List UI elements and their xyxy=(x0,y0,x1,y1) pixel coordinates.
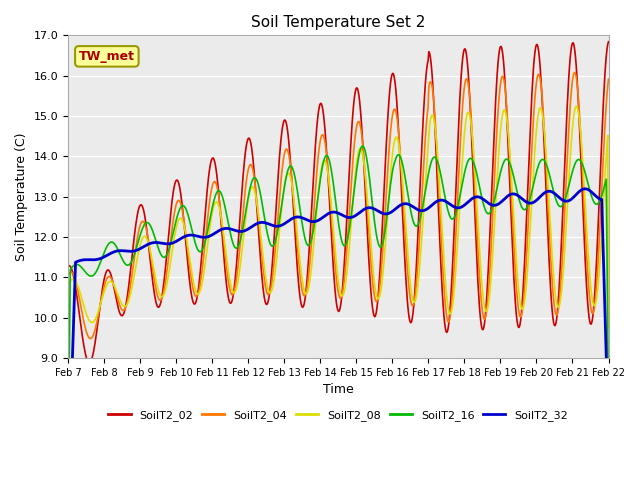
SoilT2_08 xyxy=(74,283,82,288)
SoilT2_16 xyxy=(74,262,82,267)
X-axis label: Time: Time xyxy=(323,383,354,396)
SoilT2_02 xyxy=(131,235,138,240)
SoilT2_04 xyxy=(87,336,95,341)
Line: SoilT2_32: SoilT2_32 xyxy=(68,189,609,480)
Y-axis label: Soil Temperature (C): Soil Temperature (C) xyxy=(15,132,28,261)
SoilT2_32 xyxy=(184,232,192,238)
SoilT2_04 xyxy=(214,187,221,192)
SoilT2_02 xyxy=(185,274,193,279)
SoilT2_04 xyxy=(404,280,412,286)
SoilT2_04 xyxy=(131,256,138,262)
SoilT2_04 xyxy=(74,288,82,293)
SoilT2_16 xyxy=(213,190,221,195)
SoilT2_32 xyxy=(605,432,612,437)
SoilT2_02 xyxy=(214,179,221,185)
SoilT2_04 xyxy=(605,76,612,82)
SoilT2_32 xyxy=(129,248,137,254)
SoilT2_32 xyxy=(581,186,589,192)
SoilT2_08 xyxy=(572,103,580,109)
SoilT2_08 xyxy=(129,277,137,283)
SoilT2_04 xyxy=(571,70,579,75)
SoilT2_02 xyxy=(85,360,93,366)
SoilT2_32 xyxy=(420,208,428,214)
SoilT2_02 xyxy=(64,264,72,269)
Title: Soil Temperature Set 2: Soil Temperature Set 2 xyxy=(251,15,426,30)
SoilT2_02 xyxy=(74,300,82,306)
SoilT2_32 xyxy=(213,229,221,235)
SoilT2_02 xyxy=(605,39,612,45)
SoilT2_16 xyxy=(420,194,428,200)
Legend: SoilT2_02, SoilT2_04, SoilT2_08, SoilT2_16, SoilT2_32: SoilT2_02, SoilT2_04, SoilT2_08, SoilT2_… xyxy=(104,406,573,425)
SoilT2_16 xyxy=(359,143,367,149)
SoilT2_16 xyxy=(129,254,137,260)
Line: SoilT2_04: SoilT2_04 xyxy=(68,72,609,338)
SoilT2_08 xyxy=(404,252,412,258)
Text: TW_met: TW_met xyxy=(79,50,135,63)
Line: SoilT2_16: SoilT2_16 xyxy=(68,146,609,464)
SoilT2_02 xyxy=(404,310,412,316)
SoilT2_08 xyxy=(213,199,221,205)
SoilT2_08 xyxy=(420,207,428,213)
SoilT2_04 xyxy=(64,273,72,278)
SoilT2_16 xyxy=(605,406,612,412)
SoilT2_04 xyxy=(420,150,428,156)
Line: SoilT2_02: SoilT2_02 xyxy=(68,42,609,363)
SoilT2_04 xyxy=(185,259,193,264)
SoilT2_32 xyxy=(74,258,82,264)
SoilT2_08 xyxy=(605,324,612,330)
Line: SoilT2_08: SoilT2_08 xyxy=(68,106,609,430)
SoilT2_16 xyxy=(184,213,192,219)
SoilT2_08 xyxy=(184,247,192,252)
SoilT2_16 xyxy=(404,196,412,202)
SoilT2_02 xyxy=(420,96,428,101)
SoilT2_32 xyxy=(404,201,412,207)
SoilT2_16 xyxy=(64,461,72,467)
SoilT2_08 xyxy=(64,427,72,432)
